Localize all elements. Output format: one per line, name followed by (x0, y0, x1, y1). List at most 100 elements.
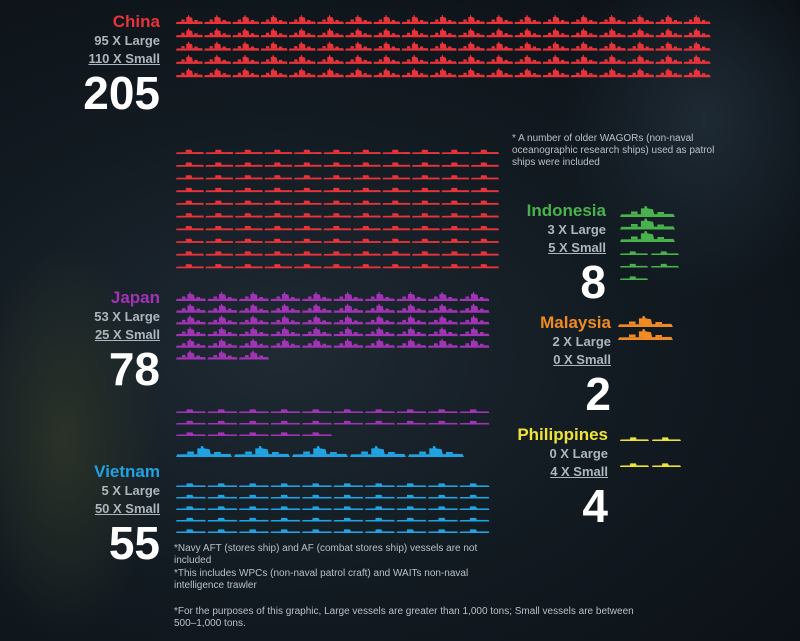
china-large-ship-62 (288, 54, 316, 64)
vietnam-small-ship-21 (176, 506, 206, 510)
china-small-ship-95 (353, 251, 381, 256)
china-large-ship-22 (232, 28, 260, 38)
china-small-ship-28 (323, 175, 352, 180)
china-large-ship-36 (627, 28, 655, 38)
malaysia-block: Malaysia 2 X Large 0 X Small 2 (490, 313, 611, 419)
china-small-ship-94 (323, 251, 352, 256)
china-small-ship-49 (294, 200, 322, 205)
vietnam-large-count: 5 X Large (101, 483, 160, 498)
china-small-ship-14 (235, 162, 263, 167)
china-large-ship-63 (317, 54, 344, 64)
china-large-ship-21 (204, 28, 232, 38)
china-small-ship-89 (176, 251, 204, 256)
vietnam-small-ship-7 (365, 483, 395, 487)
japan-small-ship-25 (302, 432, 332, 436)
china-total: 205 (83, 67, 160, 119)
china-small-ship-13 (205, 162, 234, 167)
china-small-ship-31 (412, 175, 440, 180)
china-large-ship-75 (655, 54, 683, 64)
china-large-ship-4 (260, 15, 288, 24)
china-large-ship-91 (570, 68, 598, 78)
japan-large-ship-5 (302, 292, 332, 301)
china-large-ship-27 (373, 28, 401, 38)
china-small-ship-36 (235, 187, 263, 193)
china-large-ship-67 (429, 54, 457, 64)
philippines-small-ship-1 (620, 437, 649, 441)
china-large-ship-19 (683, 15, 711, 24)
china-small-ship-11 (471, 149, 499, 154)
china-large-ship-54 (599, 41, 626, 51)
vietnam-small-ship-31 (176, 517, 206, 522)
japan-small-ship-2 (207, 409, 238, 413)
china-small-ship-47 (235, 200, 263, 205)
japan-large-ship-52 (207, 350, 238, 360)
vietnam-small-ship-41 (176, 529, 206, 533)
china-large-ship-17 (627, 15, 655, 24)
indonesia-total: 8 (580, 256, 606, 308)
vietnam-large-ship-5 (408, 446, 464, 457)
china-name: China (112, 12, 160, 31)
japan-large-ship-14 (270, 303, 301, 313)
china-large-ship-18 (655, 15, 683, 24)
china-large-ship-94 (655, 68, 683, 78)
china-small-ship-15 (264, 162, 293, 167)
china-small-ship-79 (205, 238, 234, 243)
china-small-ship-88 (471, 238, 499, 243)
china-large-ship-48 (429, 41, 457, 51)
china-small-ship-48 (264, 200, 293, 205)
vietnam-small-ship-5 (302, 483, 332, 487)
japan-small-ship-22 (207, 432, 238, 436)
china-large-ship-20 (176, 28, 203, 38)
china-small-ship-5 (294, 149, 322, 154)
china-large-ship-83 (345, 68, 373, 78)
china-small-ship-7 (353, 149, 381, 154)
vietnam-small-ship-2 (207, 483, 238, 487)
japan-large-ship-1 (176, 292, 206, 301)
vietnam-small-ship-20 (459, 494, 490, 499)
vietnam-large-ship-4 (350, 446, 406, 457)
china-small-ship-87 (441, 238, 470, 243)
china-large-ship-34 (570, 28, 598, 38)
japan-large-ship-30 (459, 315, 490, 325)
japan-small-ship-17 (365, 420, 395, 425)
japan-small-ship-8 (396, 409, 427, 413)
japan-small-ship-15 (302, 420, 332, 425)
china-large-ship-37 (655, 28, 683, 38)
china-large-ship-35 (599, 28, 626, 38)
china-large-ship-58 (176, 54, 203, 64)
china-large-ship-72 (570, 54, 598, 64)
japan-large-ship-24 (270, 315, 301, 325)
china-small-ship-3 (235, 149, 263, 154)
japan-large-ship-37 (365, 327, 395, 337)
vietnam-small-ship-6 (333, 483, 364, 487)
vietnam-small-ship-28 (396, 506, 427, 510)
japan-large-ship-17 (365, 303, 395, 313)
china-small-ship-58 (235, 213, 263, 218)
china-small-ship-6 (323, 149, 352, 154)
japan-large-ship-39 (428, 327, 458, 337)
japan-small-ship-3 (239, 409, 269, 413)
vietnam-small-ship-35 (302, 517, 332, 522)
china-small-ship-25 (235, 175, 263, 180)
japan-large-ship-9 (428, 292, 458, 301)
china-small-ship-52 (382, 200, 411, 205)
japan-small-ship-5 (302, 409, 332, 413)
china-large-ship-16 (599, 15, 626, 24)
japan-large-ship-44 (270, 338, 301, 348)
japan-large-ship-31 (176, 327, 206, 337)
philippines-small-count: 4 X Small (550, 464, 608, 479)
malaysia-total: 2 (585, 368, 611, 420)
vietnam-small-ship-27 (365, 506, 395, 510)
malaysia-small-count: 0 X Small (553, 352, 611, 367)
indonesia-small-ship-2 (651, 251, 679, 255)
china-small-ship-42 (412, 187, 440, 193)
china-small-ship-53 (412, 200, 440, 205)
vietnam-small-ship-36 (333, 517, 364, 522)
china-large-ship-71 (542, 54, 570, 64)
philippines-block: Philippines 0 X Large 4 X Small 4 (490, 425, 608, 531)
philippines-small-ship-4 (652, 463, 681, 467)
china-large-ship-60 (232, 54, 260, 64)
vietnam-name: Vietnam (94, 462, 160, 481)
china-small-ship-98 (441, 251, 470, 256)
china-large-count: 95 X Large (94, 33, 160, 48)
